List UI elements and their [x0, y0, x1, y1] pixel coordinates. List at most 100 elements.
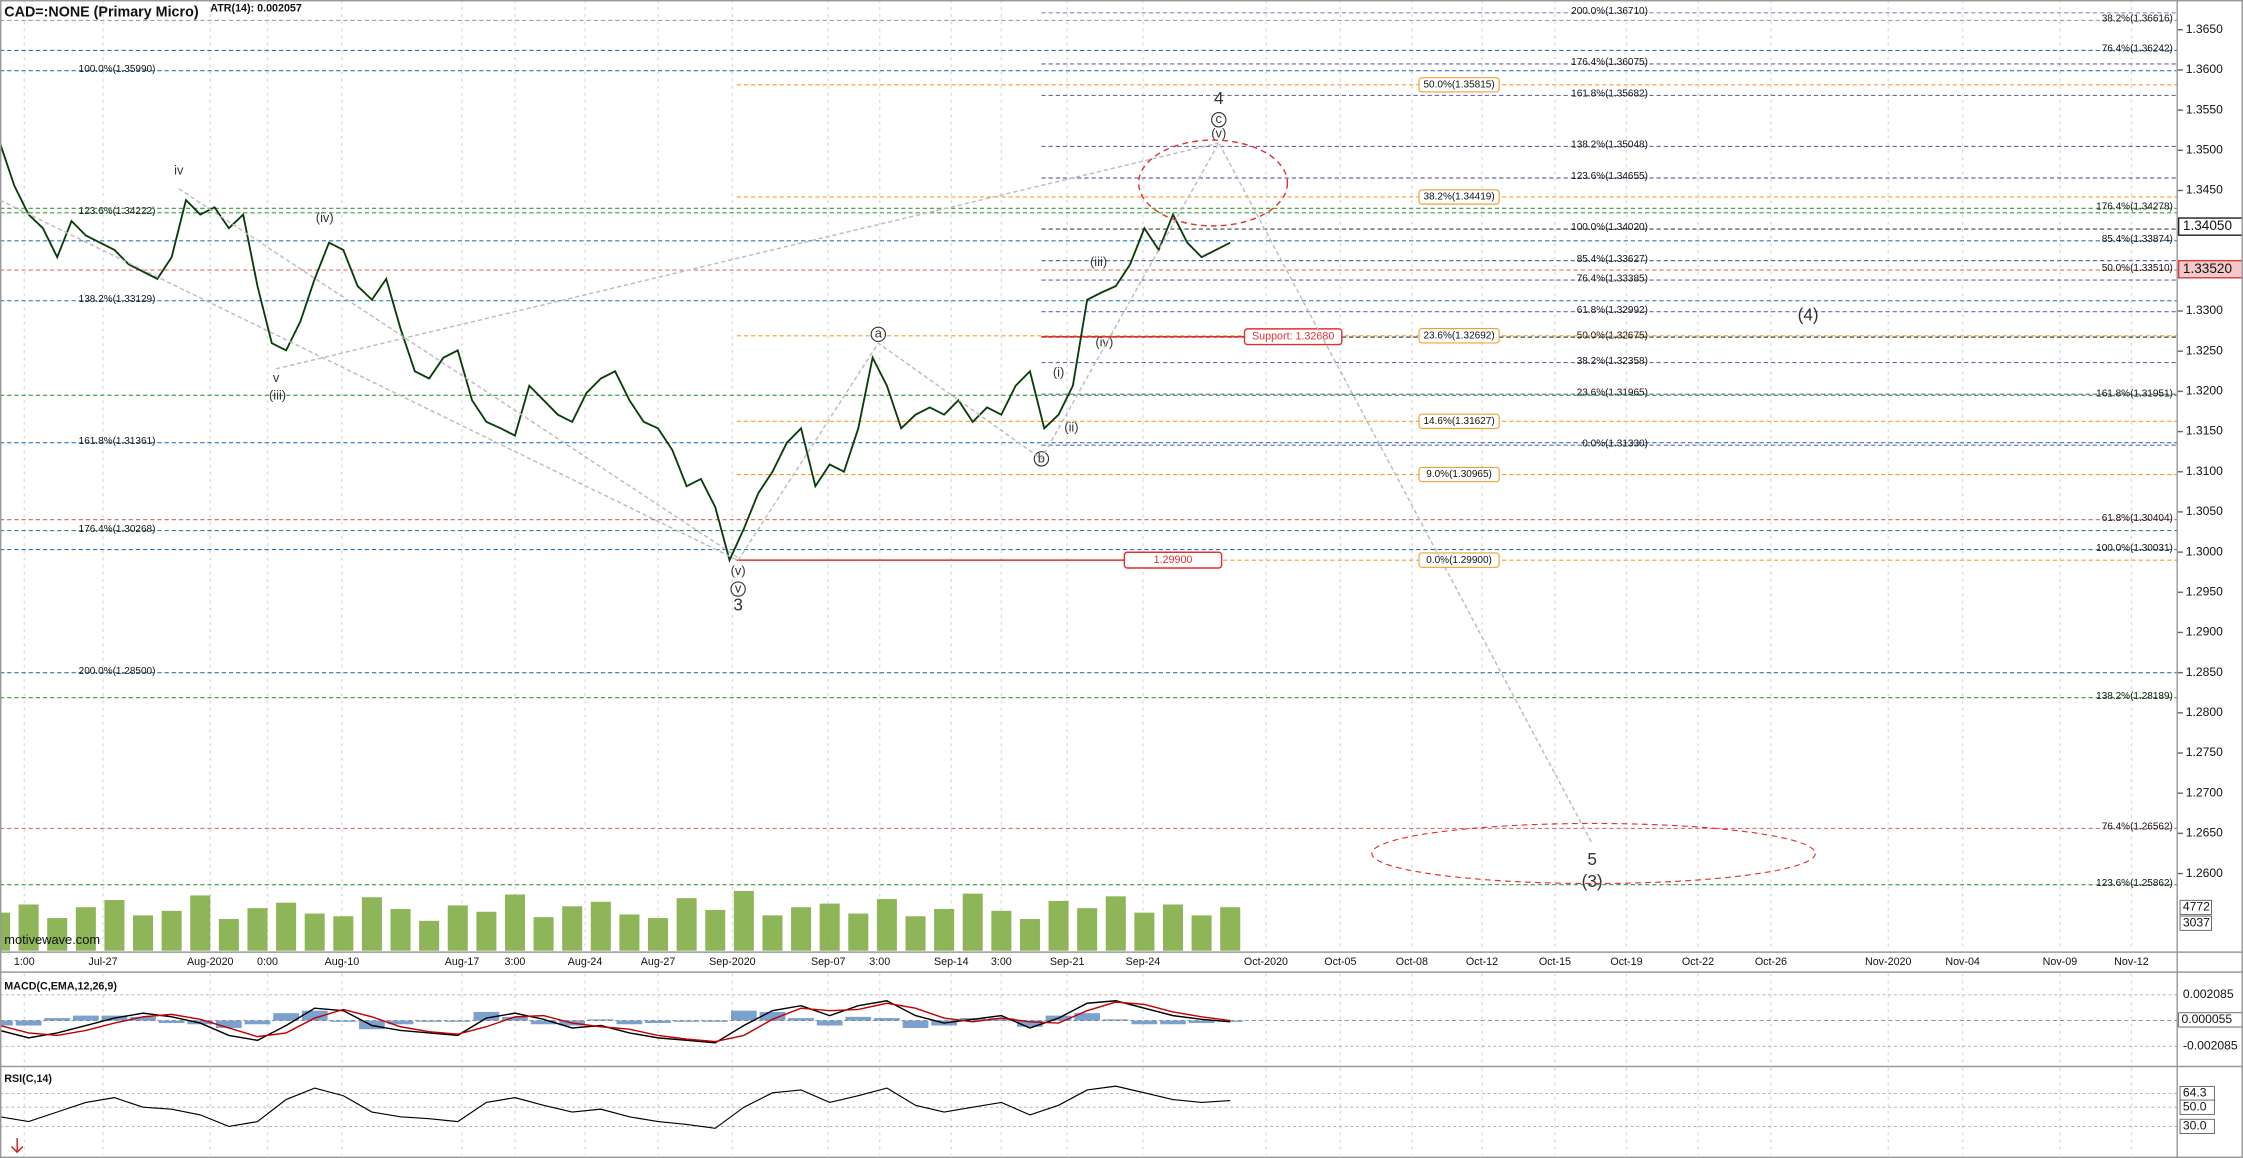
- histogram-bar: [0, 1020, 13, 1026]
- volume-bar: [1220, 907, 1241, 951]
- histogram-bar: [416, 1020, 443, 1022]
- wave-label: c: [1216, 111, 1223, 126]
- y-tick-label: 0.002085: [2183, 987, 2234, 1001]
- volume-bar: [390, 909, 411, 951]
- wave-label: (3): [1582, 871, 1603, 891]
- volume-bar: [133, 915, 154, 951]
- histogram-bar: [44, 1018, 71, 1021]
- fib-label: 50.0%(1.35815): [1423, 79, 1494, 90]
- volume-bar: [1019, 918, 1040, 951]
- y-tick-label: -0.002085: [2183, 1039, 2238, 1053]
- fib-label: 50.0%(1.33510): [2102, 263, 2173, 274]
- volume-bar: [18, 904, 39, 951]
- histogram-bar: [444, 1020, 471, 1022]
- volume-bar: [648, 918, 669, 951]
- histogram-bar: [502, 1016, 528, 1021]
- volume-bar: [934, 909, 955, 951]
- fib-label: 23.6%(1.31965): [1577, 387, 1648, 398]
- volume-bar: [848, 913, 869, 951]
- wave-label: (iii): [269, 388, 286, 403]
- y-tick-label: 1.3300: [2186, 303, 2223, 317]
- volume-bar: [104, 899, 125, 951]
- volume-bar: [276, 902, 297, 951]
- y-tick-label: 1.2950: [2186, 584, 2223, 598]
- x-tick-label: Oct-26: [1755, 956, 1787, 968]
- y-tick-label: 1.2800: [2186, 705, 2223, 719]
- x-tick-label: Nov-04: [1945, 956, 1980, 968]
- indicator-line: [0, 1085, 1231, 1129]
- histogram-bar: [301, 1010, 328, 1021]
- x-tick-label: Aug-2020: [187, 956, 234, 968]
- volume-bar: [218, 918, 239, 951]
- fib-label: 200.0%(1.36710): [1571, 6, 1648, 17]
- indicator-line: [0, 1000, 1231, 1044]
- histogram-bar: [874, 1018, 900, 1021]
- wave-label: v: [273, 370, 280, 385]
- y-tick-label: 1.3650: [2186, 22, 2223, 36]
- volume-bar: [1048, 900, 1069, 951]
- histogram-bar: [15, 1020, 42, 1026]
- y-tick-label: 30.0: [2183, 1119, 2207, 1133]
- fib-label: 100.0%(1.34020): [1571, 222, 1648, 233]
- fib-label: 123.6%(1.25862): [2096, 878, 2173, 889]
- fib-label-box: [1418, 77, 1500, 93]
- chart-subtitle: ATR(14): 0.002057: [210, 2, 302, 14]
- wave-label: (v): [1211, 126, 1226, 141]
- fib-label: 76.4%(1.26562): [2102, 822, 2173, 833]
- volume-bar: [504, 894, 525, 951]
- x-tick-label: Oct-22: [1682, 956, 1714, 968]
- volume-tick-label: 3037: [2183, 915, 2210, 929]
- volume-bar: [705, 909, 726, 951]
- histogram-bar: [816, 1020, 843, 1026]
- volume-bar: [733, 890, 754, 951]
- fib-label: 38.2%(1.36616): [2102, 14, 2173, 25]
- fib-label-box: [1418, 189, 1500, 205]
- fib-label: 200.0%(1.28500): [79, 666, 156, 677]
- histogram-bar: [1017, 1020, 1043, 1027]
- target-ellipse: [1371, 822, 1816, 885]
- price-line: [0, 142, 1231, 563]
- volume-tick-label: 4772: [2183, 900, 2210, 914]
- volume-bar: [247, 908, 268, 951]
- wave-circle: [870, 326, 887, 343]
- histogram-bar: [530, 1020, 557, 1025]
- volume-bar: [676, 898, 697, 951]
- histogram-bar: [1160, 1020, 1186, 1025]
- fib-label: 85.4%(1.33874): [2102, 234, 2173, 245]
- histogram-bar: [330, 1020, 357, 1022]
- wave-label: iv: [174, 163, 184, 178]
- x-tick-label: Sep-07: [811, 956, 846, 968]
- fib-label: 138.2%(1.35048): [1571, 140, 1648, 151]
- volume-bar: [876, 899, 897, 951]
- fib-label-box: [1418, 328, 1500, 344]
- x-tick-label: 3:00: [991, 956, 1012, 968]
- volume-bar: [1191, 915, 1212, 951]
- wave-label: 4: [1214, 88, 1224, 108]
- histogram-bar: [616, 1020, 643, 1025]
- x-tick-label: Oct-19: [1610, 956, 1642, 968]
- histogram-bar: [1131, 1020, 1158, 1025]
- volume-bar: [1105, 896, 1126, 951]
- fib-label: 0.0%(1.29900): [1426, 555, 1492, 566]
- y-tick-label: 1.3100: [2186, 464, 2223, 478]
- fib-label: 61.8%(1.32992): [1577, 305, 1648, 316]
- price-label: 1.33520: [2183, 261, 2233, 276]
- y-tick-box: [2179, 1118, 2215, 1134]
- histogram-bar: [759, 1011, 786, 1021]
- volume-bar: [1077, 908, 1098, 951]
- fib-label: 14.6%(1.31627): [1423, 416, 1494, 427]
- y-tick-label: 1.3150: [2186, 424, 2223, 438]
- projection-lines: [0, 141, 1593, 844]
- volume-bar: [333, 916, 354, 951]
- x-tick-label: Oct-08: [1396, 956, 1428, 968]
- histogram-bar: [988, 1018, 1015, 1021]
- volume-bar: [47, 918, 68, 951]
- fib-label: 100.0%(1.35990): [79, 64, 156, 75]
- projection: [178, 188, 739, 559]
- x-tick-label: 0:00: [257, 956, 278, 968]
